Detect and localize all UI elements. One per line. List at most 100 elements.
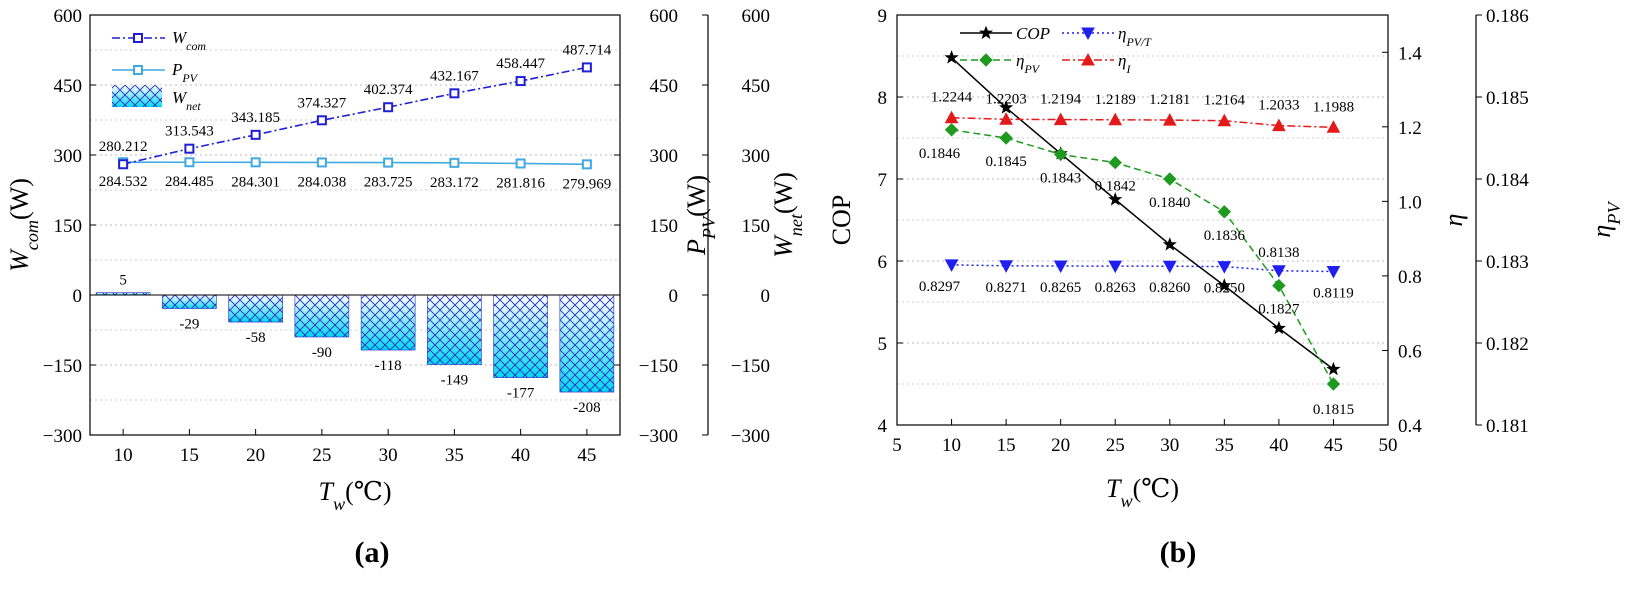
x-tick-label: 45: [1324, 435, 1343, 456]
point-pv: [1272, 278, 1286, 293]
x-tick-label: 30: [379, 445, 398, 466]
y-tick-label: 8: [878, 88, 888, 109]
x-tick-label: 25: [1106, 435, 1125, 456]
pv-label: 0.1842: [1095, 179, 1136, 195]
pvt-label: 0.8250: [1204, 281, 1245, 297]
w-net-tick-label: −150: [731, 356, 770, 377]
point-pv: [1108, 155, 1122, 170]
legend-label-cop: COP: [1016, 24, 1050, 43]
bar-w-net-hatch: [360, 294, 416, 351]
point-p-pv: [316, 157, 327, 168]
p-pv-tick-label: −300: [639, 426, 678, 447]
p-pv-label: 284.301: [231, 174, 280, 190]
y-tick-label: 600: [54, 6, 83, 27]
point-p-pv: [250, 157, 261, 168]
p-pv-tick-label: 600: [650, 6, 679, 27]
pv-label: 0.1836: [1204, 228, 1246, 244]
bar-w-net-hatch: [427, 294, 482, 365]
point-w-com: [515, 76, 526, 87]
point-p-pv: [581, 159, 592, 170]
point-i: [1162, 113, 1177, 126]
pv-label: 0.1845: [985, 154, 1026, 170]
w-com-label: 402.374: [364, 82, 413, 98]
x-tick-label: 35: [445, 445, 464, 466]
pvt-label: 0.8297: [919, 279, 961, 295]
x-tick-label: 5: [892, 435, 902, 456]
line-cop: [951, 57, 1334, 370]
eta-pv-tick-label: 0.184: [1486, 170, 1529, 191]
i-label: 1.2194: [1040, 92, 1082, 108]
x-tick-label: 20: [1051, 435, 1070, 456]
w-net-tick-label: 0: [761, 286, 771, 307]
y-tick-label: 5: [878, 334, 888, 355]
pv-label: 0.1840: [1149, 195, 1190, 211]
i-label: 1.2164: [1204, 93, 1246, 109]
eta-tick-label: 1.0: [1398, 192, 1422, 213]
x-axis-title: Tw(℃): [318, 477, 391, 514]
pvt-label: 0.8263: [1095, 280, 1136, 296]
legend-marker-w-com: [133, 33, 143, 43]
legend-label-pvt: ηPV/T: [1118, 24, 1152, 49]
bar-w-net-hatch: [559, 294, 615, 393]
y-tick-label: 0: [73, 286, 83, 307]
pvt-label: 0.8265: [1040, 280, 1081, 296]
legend-marker-i: [1081, 52, 1095, 66]
bar-label: -149: [441, 373, 469, 389]
point-i: [1272, 118, 1286, 132]
w-com-label: 432.167: [430, 68, 479, 84]
pvt-label: 0.8260: [1149, 280, 1190, 296]
legend-label-pv: ηPV: [1016, 51, 1041, 76]
point-w-com: [316, 115, 327, 126]
w-com-label: 280.212: [99, 139, 148, 155]
bar-w-net-hatch: [493, 294, 548, 378]
y-tick-label: 6: [878, 252, 888, 273]
w-com-label: 374.327: [298, 95, 347, 111]
bar-label: -208: [573, 400, 601, 416]
point-cop: [1108, 192, 1123, 206]
p-pv-label: 284.532: [99, 174, 148, 190]
panel-b-label: (b): [1160, 536, 1197, 569]
w-net-tick-label: 600: [742, 6, 771, 27]
w-com-label: 487.714: [563, 42, 612, 58]
point-w-com: [184, 143, 195, 154]
x-tick-label: 15: [180, 445, 199, 466]
eta-pv-tick-label: 0.181: [1486, 416, 1529, 437]
eta-tick-label: 0.8: [1398, 267, 1422, 288]
point-pv: [999, 131, 1013, 145]
line-pv: [951, 129, 1335, 385]
legend-label-i: ηI: [1118, 51, 1131, 76]
point-pvt: [1053, 260, 1068, 274]
point-i: [999, 112, 1013, 125]
pv-label: 0.1815: [1313, 402, 1354, 418]
y-axis-title-eta: η: [1439, 214, 1468, 227]
y-axis-title-cop: COP: [827, 195, 856, 246]
point-pv: [944, 123, 959, 137]
bar-label: 5: [119, 273, 127, 289]
w-net-tick-label: 300: [742, 146, 771, 167]
point-p-pv: [383, 157, 394, 168]
point-i: [1326, 120, 1341, 133]
bar-label: -90: [312, 345, 332, 361]
y-tick-label: 450: [54, 76, 83, 97]
legend-marker-cop: [978, 25, 994, 40]
x-tick-label: 10: [942, 435, 961, 456]
legend-marker-pv: [979, 53, 993, 67]
i-label: 1.2203: [985, 91, 1026, 107]
point-cop: [1326, 361, 1341, 376]
w-com-label: 343.185: [231, 110, 280, 126]
y-tick-label: 300: [54, 146, 83, 167]
w-com-label: 458.447: [496, 56, 545, 72]
bar-w-net-hatch: [162, 294, 217, 309]
pvt-label: 0.8119: [1313, 285, 1354, 301]
point-pvt: [944, 259, 959, 272]
p-pv-label: 284.038: [298, 174, 347, 190]
point-w-com: [449, 88, 460, 99]
p-pv-tick-label: 300: [650, 146, 679, 167]
pvt-label: 0.8271: [985, 280, 1026, 296]
point-pvt: [1272, 265, 1286, 278]
point-p-pv: [449, 157, 460, 168]
point-cop: [1162, 237, 1177, 251]
line-pvt: [951, 264, 1334, 273]
p-pv-label: 283.725: [364, 175, 413, 191]
